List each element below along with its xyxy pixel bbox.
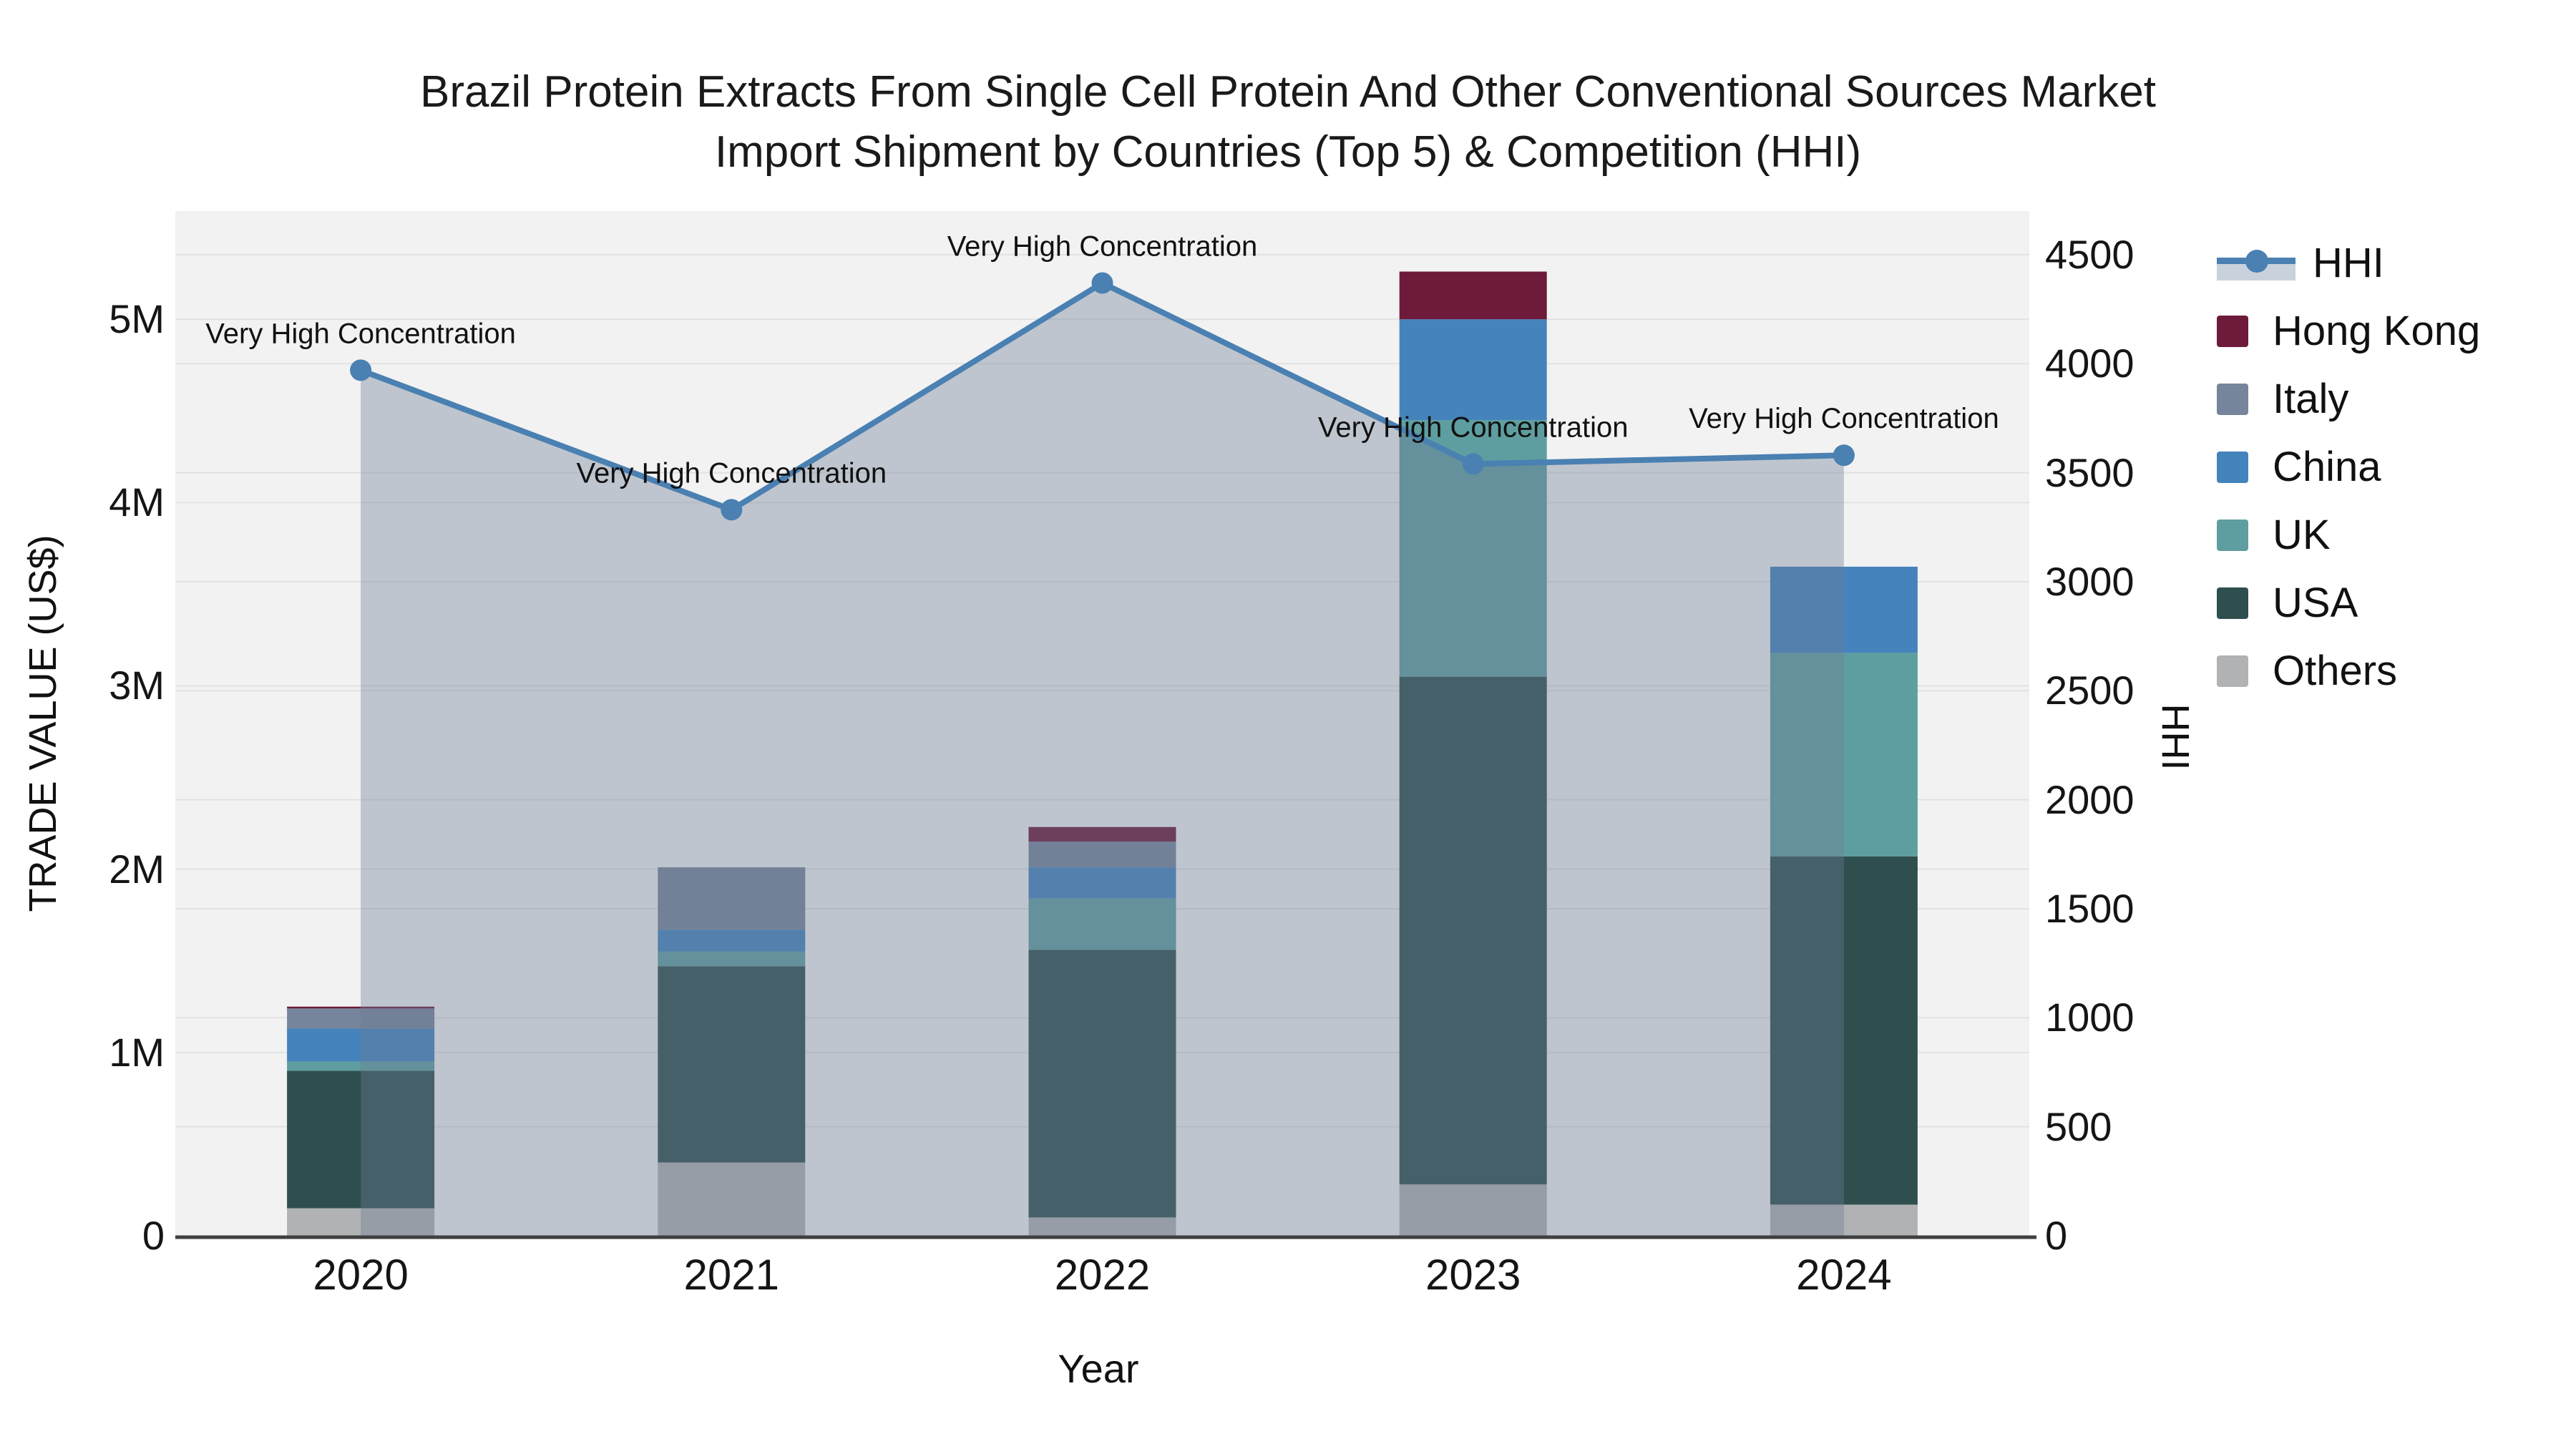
- bar-segment-hong-kong-2023[interactable]: [1399, 271, 1547, 320]
- bar-segment-others-2022[interactable]: [1028, 1217, 1176, 1236]
- bar-segment-others-2023[interactable]: [1399, 1184, 1547, 1236]
- usa-swatch: [2217, 587, 2248, 619]
- legend-label: HHI: [2313, 240, 2384, 286]
- legend-label: China: [2273, 444, 2381, 490]
- bar-segment-uk-2024[interactable]: [1770, 653, 1918, 857]
- bar-segment-hong-kong-2020[interactable]: [287, 1006, 435, 1009]
- legend-label: Others: [2273, 648, 2398, 694]
- legend-label: Hong Kong: [2273, 308, 2481, 354]
- hong-kong-swatch: [2217, 315, 2248, 347]
- hhi-point-2022[interactable]: [1091, 272, 1113, 294]
- y-left-tick-0: 0: [142, 1213, 165, 1258]
- bar-segment-china-2023[interactable]: [1399, 319, 1547, 421]
- hhi-point-2020[interactable]: [350, 359, 372, 381]
- bar-segment-china-2022[interactable]: [1028, 867, 1176, 899]
- y-left-tick-4M: 4M: [109, 479, 165, 525]
- legend: HHI Hong Kong Italy China UK USA Others: [2217, 229, 2480, 705]
- y-right-tick-3500: 3500: [2045, 449, 2135, 495]
- y-right-tick-2000: 2000: [2045, 776, 2135, 822]
- y-right-tick-2500: 2500: [2045, 668, 2135, 713]
- hhi-area-fill: [361, 283, 1844, 1236]
- hhi-legend-swatch: [2217, 246, 2296, 280]
- hhi-marker-swatch: [2245, 249, 2268, 273]
- annotation-2020: Very High Concentration: [205, 318, 516, 349]
- annotation-2021: Very High Concentration: [577, 457, 887, 489]
- chart-title-line1: Brazil Protein Extracts From Single Cell…: [420, 67, 2156, 117]
- y-left-tick-2M: 2M: [109, 846, 165, 892]
- chart-title-line2: Import Shipment by Countries (Top 5) & C…: [714, 127, 1862, 177]
- bar-segment-others-2020[interactable]: [287, 1208, 435, 1236]
- legend-label: Italy: [2273, 376, 2349, 422]
- bar-segment-others-2024[interactable]: [1770, 1204, 1918, 1236]
- legend-item-hong-kong[interactable]: Hong Kong: [2217, 297, 2480, 365]
- bar-segment-italy-2020[interactable]: [287, 1008, 435, 1029]
- bar-segment-usa-2022[interactable]: [1028, 950, 1176, 1218]
- y-right-tick-4000: 4000: [2045, 341, 2135, 386]
- y-right-tick-1500: 1500: [2045, 885, 2135, 931]
- bar-segment-italy-2022[interactable]: [1028, 841, 1176, 868]
- bar-segment-usa-2023[interactable]: [1399, 676, 1547, 1185]
- bar-segment-uk-2021[interactable]: [658, 951, 806, 967]
- bar-segment-china-2021[interactable]: [658, 930, 806, 952]
- legend-item-usa[interactable]: USA: [2217, 569, 2480, 637]
- bar-segment-usa-2021[interactable]: [658, 966, 806, 1163]
- hhi-point-2021[interactable]: [721, 499, 743, 521]
- others-swatch: [2217, 655, 2248, 687]
- y-left-tick-5M: 5M: [109, 296, 165, 342]
- legend-item-china[interactable]: China: [2217, 433, 2480, 501]
- bar-segment-italy-2021[interactable]: [658, 867, 806, 930]
- y-left-tick-1M: 1M: [109, 1029, 165, 1075]
- x-axis-title: Year: [1058, 1346, 1139, 1391]
- legend-item-italy[interactable]: Italy: [2217, 365, 2480, 433]
- uk-swatch: [2217, 519, 2248, 551]
- bar-segment-hong-kong-2022[interactable]: [1028, 826, 1176, 842]
- legend-item-others[interactable]: Others: [2217, 637, 2480, 705]
- bar-segment-uk-2020[interactable]: [287, 1061, 435, 1071]
- china-swatch: [2217, 451, 2248, 483]
- annotation-2023: Very High Concentration: [1318, 411, 1629, 443]
- annotation-2024: Very High Concentration: [1689, 403, 1999, 434]
- y-right-axis-title: HHI: [2154, 703, 2197, 771]
- legend-item-uk[interactable]: UK: [2217, 501, 2480, 569]
- hhi-point-2024[interactable]: [1833, 444, 1855, 467]
- legend-item-hhi[interactable]: HHI: [2217, 229, 2480, 297]
- y-right-tick-4500: 4500: [2045, 231, 2135, 277]
- y-left-tick-3M: 3M: [109, 663, 165, 708]
- bar-segment-china-2020[interactable]: [287, 1028, 435, 1062]
- legend-label: USA: [2273, 580, 2358, 626]
- x-tick-2023: 2023: [1425, 1251, 1521, 1299]
- legend-label: UK: [2273, 512, 2331, 558]
- y-right-tick-0: 0: [2045, 1213, 2068, 1258]
- bar-segment-china-2024[interactable]: [1770, 566, 1918, 653]
- bar-segment-uk-2022[interactable]: [1028, 898, 1176, 950]
- x-tick-2021: 2021: [683, 1251, 780, 1299]
- bar-segment-others-2021[interactable]: [658, 1162, 806, 1236]
- hhi-point-2023[interactable]: [1462, 453, 1484, 475]
- italy-swatch: [2217, 383, 2248, 415]
- y-left-axis-title: TRADE VALUE (US$): [21, 535, 64, 912]
- bar-segment-usa-2024[interactable]: [1770, 856, 1918, 1205]
- x-tick-2024: 2024: [1796, 1251, 1892, 1299]
- y-right-tick-1000: 1000: [2045, 995, 2135, 1040]
- y-right-tick-3000: 3000: [2045, 558, 2135, 604]
- annotation-2022: Very High Concentration: [947, 231, 1258, 263]
- x-tick-2020: 2020: [313, 1251, 409, 1299]
- y-right-tick-500: 500: [2045, 1103, 2112, 1149]
- bar-segment-usa-2020[interactable]: [287, 1070, 435, 1209]
- x-tick-2022: 2022: [1054, 1251, 1151, 1299]
